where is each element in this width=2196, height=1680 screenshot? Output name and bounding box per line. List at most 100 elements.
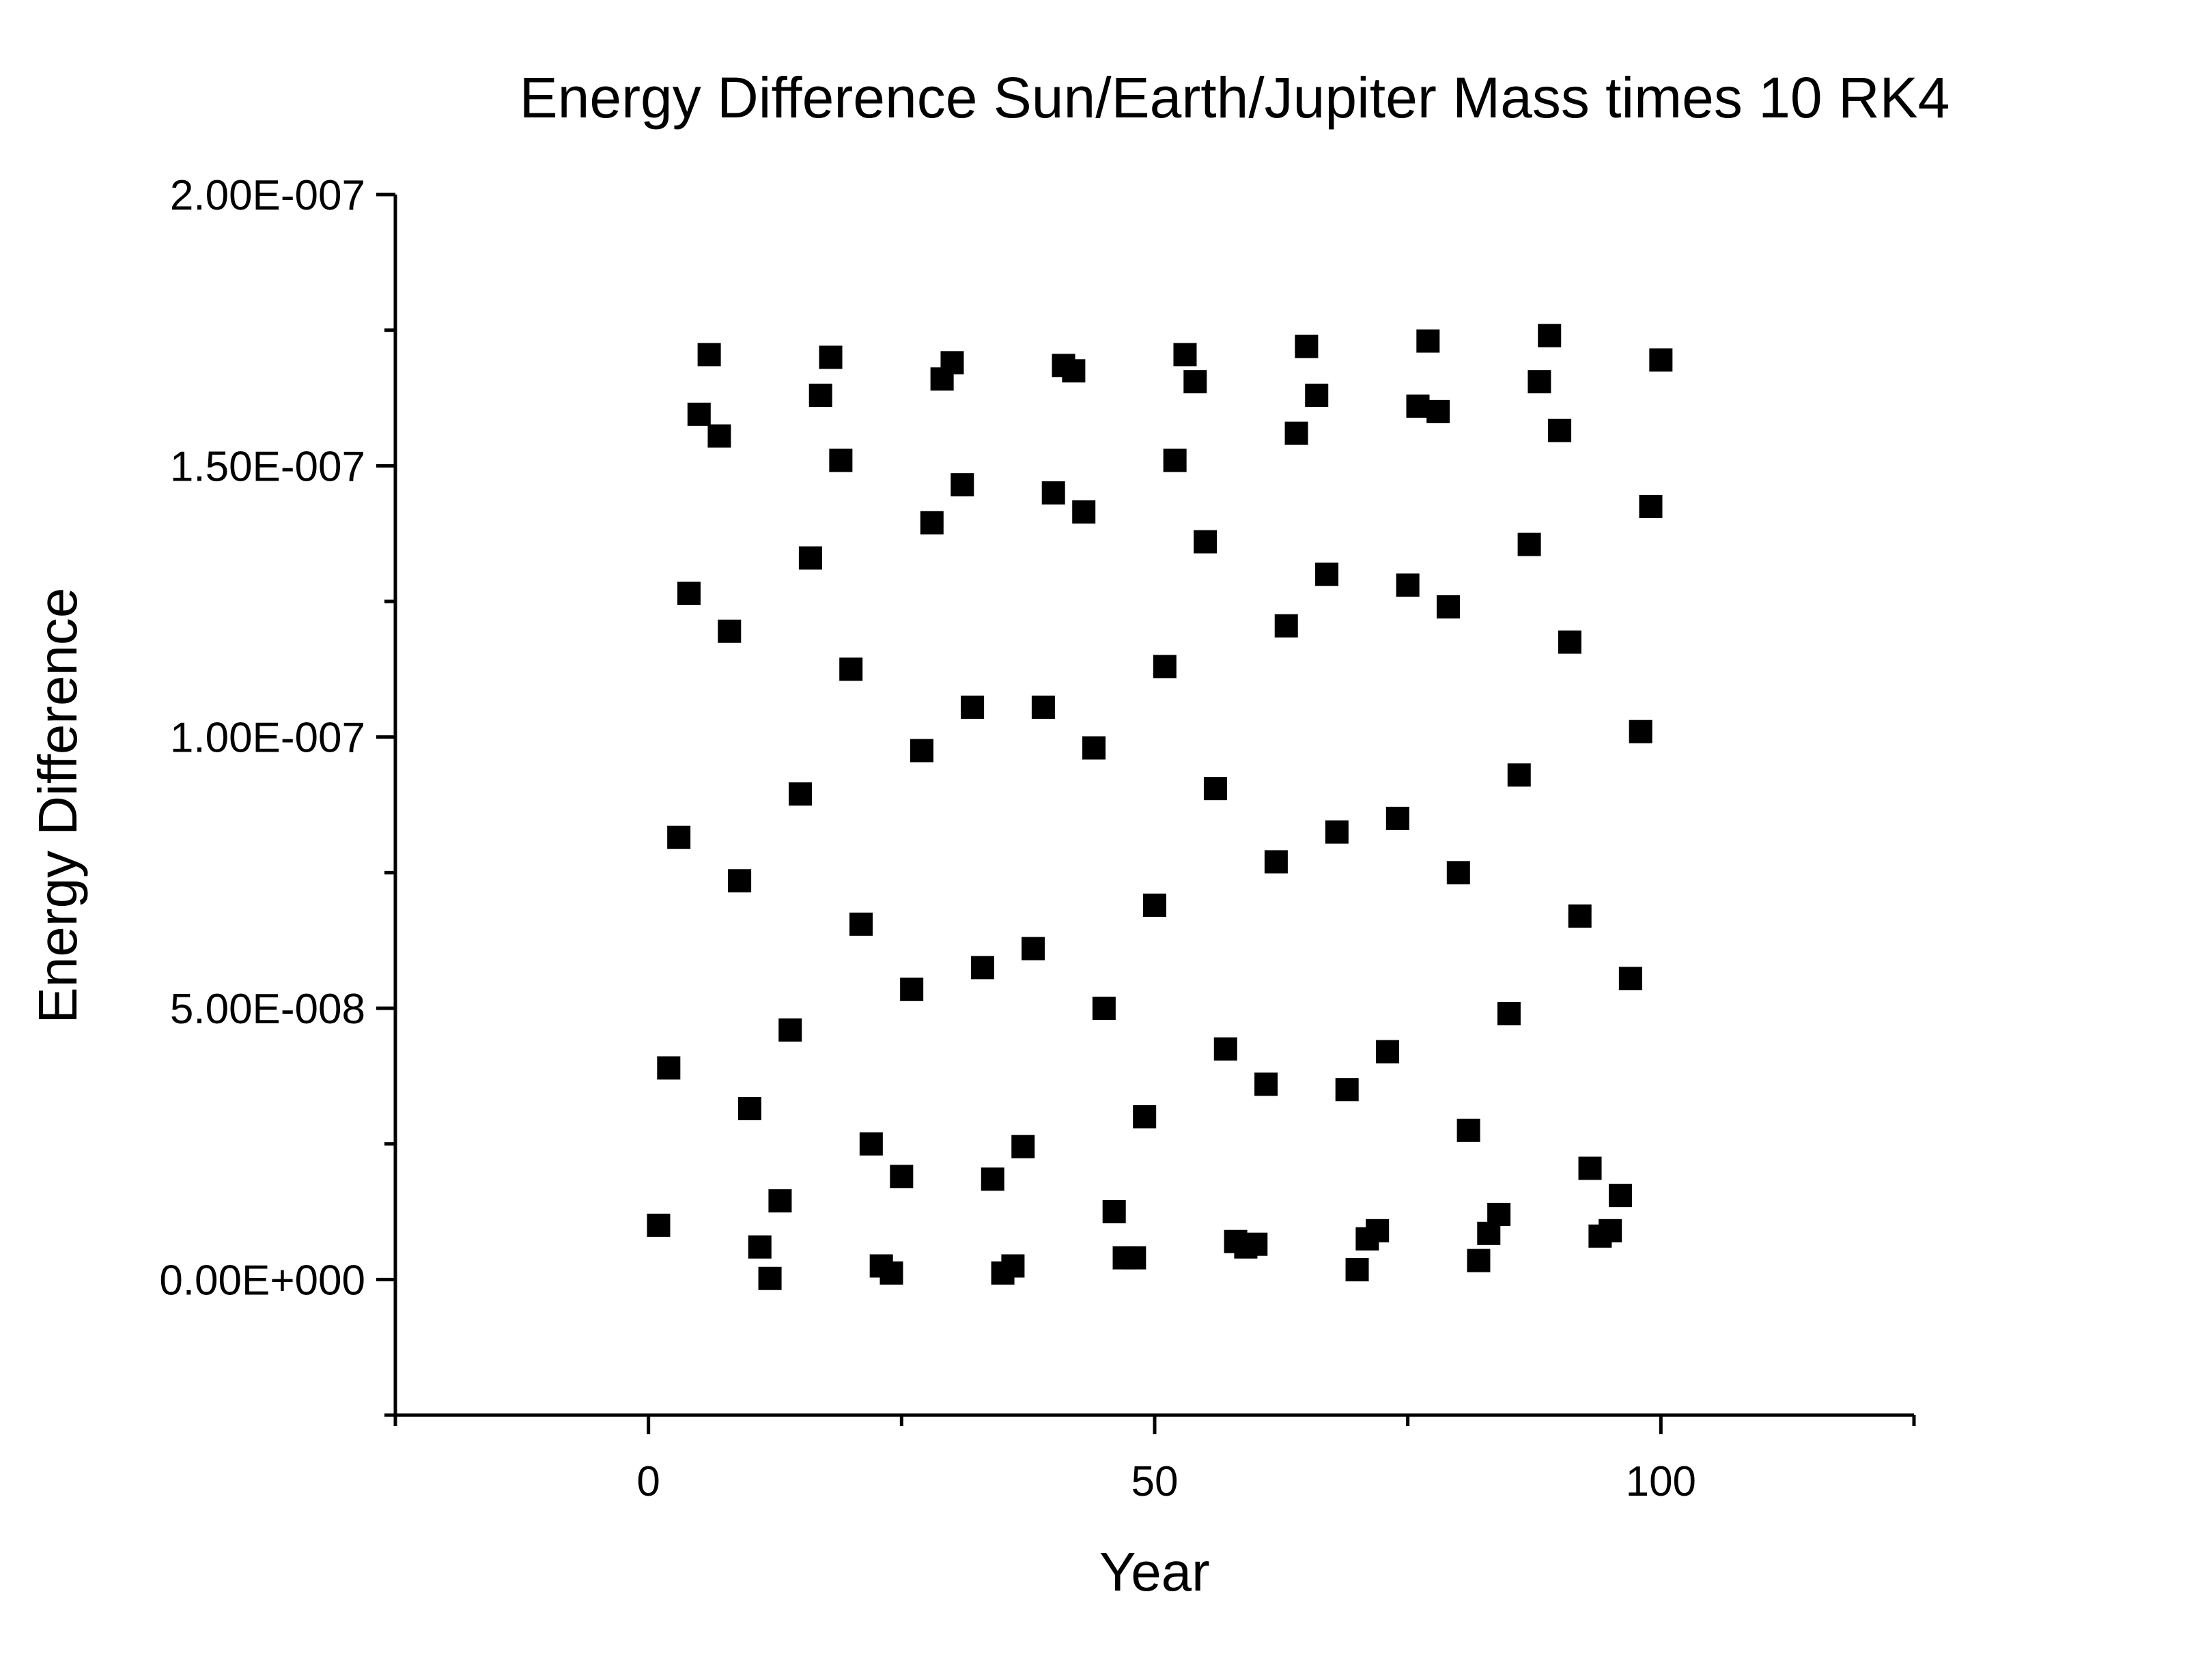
data-point <box>1133 1105 1157 1128</box>
data-point <box>677 582 701 606</box>
data-point <box>1436 595 1460 618</box>
data-point <box>1102 1200 1126 1223</box>
data-point <box>1609 1184 1633 1208</box>
data-point <box>718 619 742 643</box>
data-point <box>1194 530 1217 554</box>
data-point <box>961 695 985 719</box>
data-point <box>1629 720 1652 743</box>
data-point <box>1497 1001 1521 1025</box>
data-point <box>1254 1072 1278 1096</box>
data-point <box>819 345 843 369</box>
data-point <box>728 869 752 893</box>
data-point <box>1011 1135 1035 1158</box>
data-point <box>1345 1258 1369 1282</box>
data-point <box>707 424 731 448</box>
x-tick-label: 0 <box>636 1458 660 1505</box>
data-point <box>970 956 994 980</box>
data-point <box>1376 1040 1400 1064</box>
data-point <box>1203 777 1227 801</box>
data-point <box>778 1018 802 1042</box>
data-point <box>1517 532 1541 556</box>
data-point <box>1123 1246 1146 1270</box>
data-point <box>1315 563 1339 586</box>
data-point <box>1274 614 1298 638</box>
data-point <box>910 739 933 763</box>
data-point <box>1548 418 1572 442</box>
data-point <box>1335 1078 1359 1102</box>
data-point <box>647 1213 671 1237</box>
data-point <box>1396 573 1420 597</box>
data-point <box>1183 370 1207 394</box>
data-point <box>1618 967 1642 991</box>
data-point <box>1406 394 1430 418</box>
data-point <box>1082 736 1106 760</box>
data-point <box>1143 894 1166 917</box>
data-point <box>697 343 721 367</box>
chart-title: Energy Difference Sun/Earth/Jupiter Mass… <box>520 66 1950 130</box>
data-point <box>1305 384 1329 408</box>
data-point <box>808 384 832 408</box>
data-point <box>1022 937 1045 960</box>
data-point <box>920 511 944 535</box>
data-point <box>890 1165 914 1188</box>
x-axis-ticks: 0 50 100 <box>393 1415 1916 1505</box>
data-point <box>737 1097 761 1121</box>
data-point <box>1426 399 1450 423</box>
data-point <box>849 912 873 936</box>
data-point <box>687 402 711 426</box>
data-point <box>1538 324 1562 347</box>
y-axis-ticks: 0.00E+000 5.00E-008 1.00E-007 1.50E-007 2.00… <box>159 172 395 1417</box>
y-tick-label: 1.00E-007 <box>170 715 365 762</box>
data-point <box>1072 500 1096 524</box>
x-tick-label: 50 <box>1131 1458 1179 1505</box>
data-point <box>879 1261 903 1285</box>
y-tick-label: 0.00E+000 <box>159 1257 365 1304</box>
y-tick-label: 5.00E-008 <box>170 986 365 1033</box>
data-point <box>1456 1118 1480 1142</box>
y-tick-label: 2.00E-007 <box>170 172 365 219</box>
data-point <box>1284 421 1308 445</box>
data-point <box>1487 1202 1511 1226</box>
data-point <box>789 782 813 806</box>
data-points <box>647 324 1673 1290</box>
data-point <box>798 546 822 570</box>
data-point <box>900 978 924 1001</box>
data-point <box>1385 806 1409 830</box>
data-point <box>1558 630 1581 654</box>
data-point <box>1092 997 1116 1020</box>
data-point <box>1649 348 1673 372</box>
data-point <box>1416 329 1440 353</box>
data-point <box>1599 1219 1622 1242</box>
data-point <box>768 1189 792 1213</box>
y-tick-label: 1.50E-007 <box>170 443 365 490</box>
data-point <box>657 1056 681 1080</box>
data-point <box>1264 850 1288 874</box>
data-point <box>1325 820 1349 844</box>
data-point <box>1528 370 1551 394</box>
data-point <box>1568 904 1592 928</box>
y-axis-title: Energy Difference <box>27 588 88 1024</box>
data-point <box>667 825 691 849</box>
data-point <box>981 1167 1004 1191</box>
data-point <box>1446 861 1470 885</box>
data-point <box>839 657 863 681</box>
plot-area: 0.00E+000 5.00E-008 1.00E-007 1.50E-007 2.00… <box>159 172 1916 1505</box>
data-point <box>1031 695 1055 719</box>
data-point <box>1244 1232 1268 1256</box>
data-point <box>1578 1156 1602 1180</box>
data-point <box>758 1266 782 1290</box>
data-point <box>1062 359 1086 383</box>
data-point <box>1467 1249 1491 1272</box>
data-point <box>1213 1037 1237 1061</box>
data-point <box>1639 494 1663 518</box>
data-point <box>1295 334 1319 358</box>
data-point <box>859 1132 883 1156</box>
data-point <box>951 473 974 497</box>
x-axis-title: Year <box>1099 1541 1210 1602</box>
data-point <box>940 351 964 375</box>
data-point <box>1173 343 1197 367</box>
data-point <box>1507 763 1531 787</box>
data-point <box>748 1235 772 1259</box>
data-point <box>1153 655 1177 679</box>
